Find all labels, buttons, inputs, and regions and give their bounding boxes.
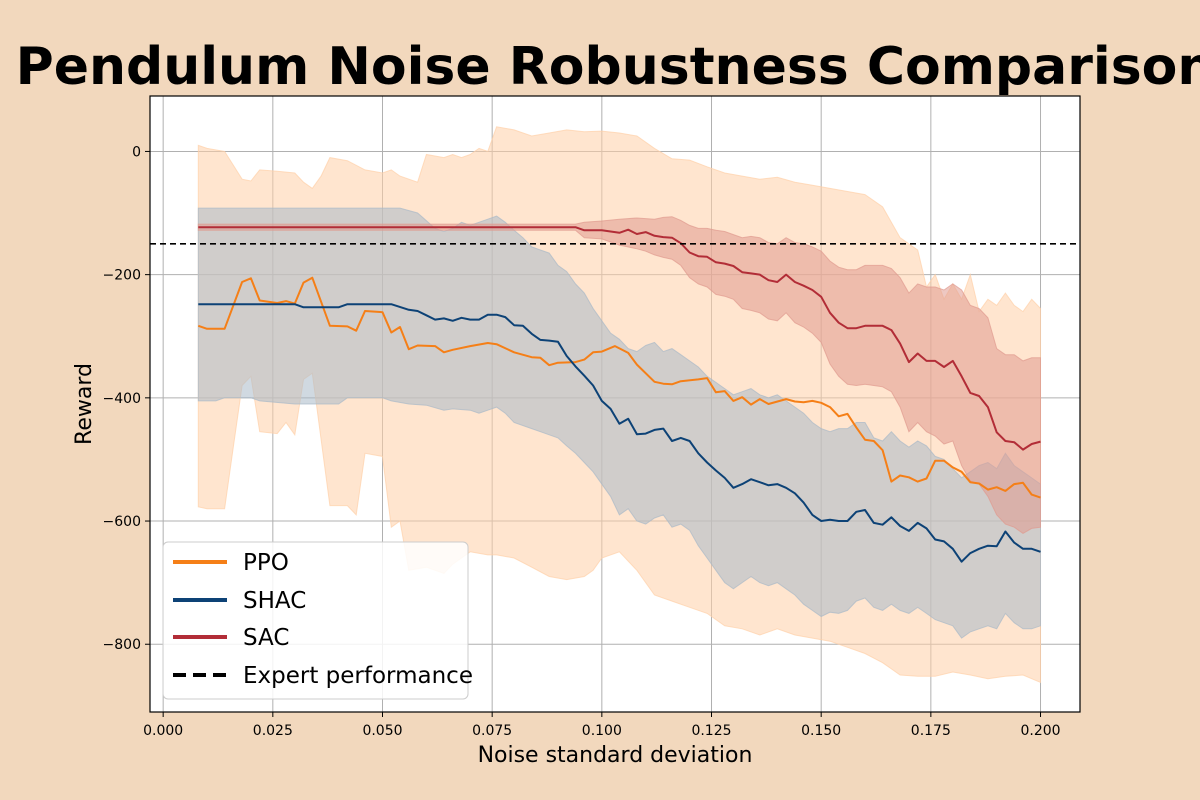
chart-title: Pendulum Noise Robustness Comparison — [16, 37, 1200, 97]
legend: PPO SHAC SAC Expert performance — [162, 541, 473, 700]
x-tick-label: 0.175 — [911, 723, 951, 739]
x-tick-label: 0.025 — [253, 723, 293, 739]
y-tick-label: −600 — [103, 514, 141, 530]
y-tick-label: −200 — [103, 268, 141, 284]
x-tick-label: 0.150 — [801, 723, 841, 739]
x-tick-label: 0.050 — [362, 723, 402, 739]
axis-ticks: 0.000 0.025 0.050 0.075 0.100 0.125 0.150 0.175… — [103, 144, 1061, 739]
series-lines — [150, 226, 1080, 563]
plot-frame — [149, 95, 1081, 713]
x-tick-label: 0.075 — [472, 723, 512, 739]
x-tick-label: 0.125 — [691, 723, 731, 739]
x-tick-label: 0.200 — [1020, 723, 1060, 739]
legend-label-ppo: PPO — [243, 550, 289, 576]
x-tick-label: 0.000 — [143, 723, 183, 739]
sac-line — [198, 226, 1041, 451]
legend-label-expert: Expert performance — [243, 663, 473, 689]
y-tick-label: −400 — [103, 391, 141, 407]
x-tick-label: 0.100 — [582, 723, 622, 739]
ppo-line — [197, 276, 1041, 499]
legend-label-sac: SAC — [243, 625, 289, 651]
sac-confidence-band — [197, 216, 1041, 534]
legend-label-shac: SHAC — [243, 588, 306, 614]
y-tick-label: −800 — [103, 637, 141, 653]
shac-line — [198, 303, 1041, 563]
x-axis-label: Noise standard deviation — [478, 743, 753, 768]
legend-box — [162, 541, 469, 700]
y-axis-label: Reward — [72, 363, 97, 445]
y-tick-label: 0 — [132, 144, 141, 160]
